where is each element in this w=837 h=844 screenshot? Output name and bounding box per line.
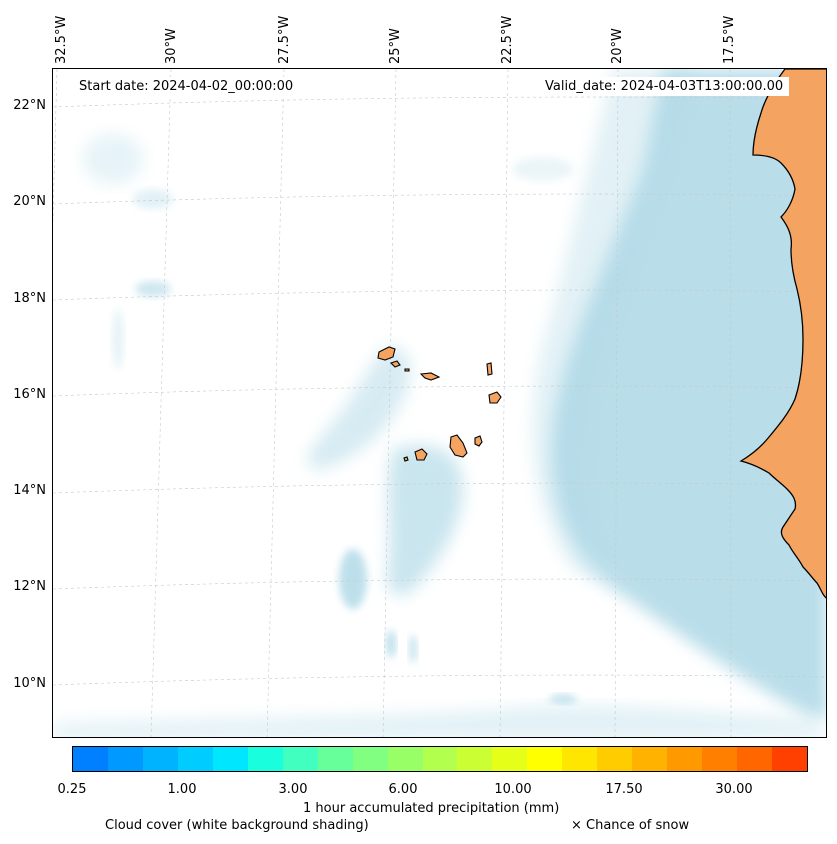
island-santiago bbox=[449, 434, 468, 458]
colorbar-tick-4: 10.00 bbox=[494, 782, 532, 797]
colorbar-segment-12 bbox=[492, 747, 528, 771]
cloud-plume-south bbox=[387, 445, 463, 596]
colorbar-segment-8 bbox=[352, 747, 388, 771]
cloud-band-coastal-light bbox=[532, 69, 693, 589]
colorbar-tick-6: 30.00 bbox=[715, 782, 753, 797]
colorbar-segment-16 bbox=[632, 747, 668, 771]
gridline-lon-27-5w bbox=[266, 69, 285, 737]
colorbar-tick-2: 3.00 bbox=[278, 782, 308, 797]
land-layer bbox=[739, 69, 826, 599]
colorbar-tick-3: 6.00 bbox=[388, 782, 418, 797]
precipitation-colorbar bbox=[72, 746, 808, 772]
lat-label-16n: 16°N bbox=[13, 387, 46, 402]
lon-label-32-5w: 32.5°W bbox=[54, 15, 69, 64]
lon-label-17-5w: 17.5°W bbox=[722, 15, 737, 64]
african-coast bbox=[739, 69, 826, 599]
colorbar-segment-14 bbox=[562, 747, 598, 771]
map-panel bbox=[52, 68, 827, 738]
cloud-patch-11n-a bbox=[386, 630, 396, 658]
island-sal bbox=[486, 362, 493, 376]
cloud-patch-west-b bbox=[83, 134, 143, 184]
cloud-patch-west-a bbox=[135, 281, 171, 297]
map-canvas bbox=[53, 69, 826, 737]
colorbar-tick-5: 17.50 bbox=[605, 782, 643, 797]
gridline-lat-10n bbox=[53, 674, 826, 686]
colorbar-segment-3 bbox=[177, 747, 213, 771]
gridline-lon-22-5w bbox=[499, 69, 509, 737]
colorbar-segment-7 bbox=[317, 747, 353, 771]
colorbar-segment-2 bbox=[142, 747, 178, 771]
lat-label-22n: 22°N bbox=[13, 98, 46, 113]
colorbar-tick-0: 0.25 bbox=[57, 782, 87, 797]
colorbar-tick-1: 1.00 bbox=[167, 782, 197, 797]
colorbar-segment-9 bbox=[387, 747, 423, 771]
cloud-cover-layer bbox=[53, 69, 826, 737]
cloud-patch-nw-small bbox=[112, 309, 124, 369]
island-brava bbox=[403, 456, 409, 462]
colorbar-segment-20 bbox=[772, 747, 808, 771]
colorbar-segment-11 bbox=[457, 747, 493, 771]
gridline-lon-20w bbox=[614, 69, 619, 737]
lon-label-27-5w: 27.5°W bbox=[277, 15, 292, 64]
lat-label-18n: 18°N bbox=[13, 291, 46, 306]
lon-label-22-5w: 22.5°W bbox=[500, 15, 515, 64]
island-maio bbox=[474, 435, 483, 447]
colorbar-segment-18 bbox=[702, 747, 738, 771]
cloud-patch-12n bbox=[339, 549, 367, 609]
colorbar-segment-17 bbox=[667, 747, 703, 771]
cloud-patch-west-c bbox=[133, 189, 173, 209]
cloud-band-south bbox=[53, 704, 826, 737]
island-fogo bbox=[414, 448, 428, 461]
gridline-lon-32-5w bbox=[53, 69, 58, 230]
graticule bbox=[53, 69, 826, 737]
cloud-cover-legend: Cloud cover (white background shading) bbox=[105, 818, 369, 833]
snow-legend: × Chance of snow bbox=[571, 818, 690, 833]
gridline-lon-17-5w bbox=[729, 69, 732, 737]
valid-date-box: Valid_date: 2024-04-03T13:00:00.00 bbox=[539, 77, 790, 96]
colorbar-segment-6 bbox=[282, 747, 318, 771]
island-santa-luzia bbox=[404, 368, 410, 372]
lat-label-12n: 12°N bbox=[13, 579, 46, 594]
island-sao-vicente bbox=[389, 360, 401, 368]
lon-label-30w: 30°W bbox=[164, 28, 179, 64]
colorbar-segment-19 bbox=[737, 747, 773, 771]
start-date-text: Start date: 2024-04-02_00:00:00 bbox=[79, 79, 294, 94]
colorbar-segment-10 bbox=[422, 747, 458, 771]
island-sao-nicolau bbox=[419, 372, 441, 381]
start-date-box: Start date: 2024-04-02_00:00:00 bbox=[73, 77, 300, 96]
colorbar-segment-0 bbox=[73, 747, 108, 771]
cloud-plume-islands bbox=[308, 347, 411, 470]
gridline-lon-30w bbox=[150, 69, 172, 737]
lat-label-10n: 10°N bbox=[13, 676, 46, 691]
gridline-lon-25w bbox=[382, 69, 397, 737]
colorbar-segment-5 bbox=[247, 747, 283, 771]
valid-date-text: Valid_date: 2024-04-03T13:00:00.00 bbox=[545, 79, 784, 94]
colorbar-label: 1 hour accumulated precipitation (mm) bbox=[303, 801, 560, 816]
lon-label-25w: 25°W bbox=[388, 28, 403, 64]
lon-label-20w: 20°W bbox=[610, 28, 625, 64]
lat-label-20n: 20°N bbox=[13, 194, 46, 209]
colorbar-segment-15 bbox=[597, 747, 633, 771]
island-boa-vista bbox=[488, 391, 502, 404]
colorbar-segment-13 bbox=[527, 747, 563, 771]
cloud-patch-11n-b bbox=[409, 635, 417, 663]
cape-verde-islands bbox=[377, 346, 502, 462]
colorbar-segment-1 bbox=[107, 747, 143, 771]
island-santo-antao bbox=[377, 346, 396, 361]
cloud-patch-north-mid bbox=[513, 157, 573, 181]
lat-label-14n: 14°N bbox=[13, 483, 46, 498]
colorbar-segment-4 bbox=[212, 747, 248, 771]
cloud-patch-east-line bbox=[549, 694, 577, 704]
